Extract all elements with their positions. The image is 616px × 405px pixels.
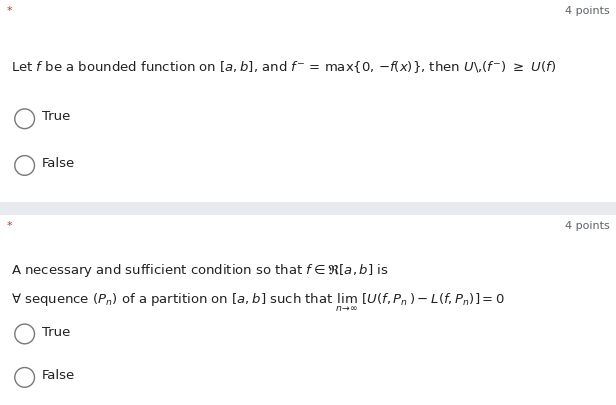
Text: A necessary and sufficient condition so that $f \in \mathfrak{R}[a, b]$ is: A necessary and sufficient condition so … (11, 261, 389, 278)
Text: True: True (42, 110, 70, 123)
Text: *: * (6, 221, 12, 231)
Text: False: False (42, 157, 75, 170)
Text: Let $f$ be a bounded function on $[a, b]$, and $f^{-}$ = max{0, $-f(x)$}, then $: Let $f$ be a bounded function on $[a, b]… (11, 59, 556, 75)
FancyBboxPatch shape (0, 202, 616, 215)
Text: $\forall$ sequence $(P_n)$ of a partition on $[a,b]$ such that $\lim_{n\to\infty: $\forall$ sequence $(P_n)$ of a partitio… (11, 292, 505, 313)
Text: 4 points: 4 points (565, 221, 610, 231)
Text: True: True (42, 325, 70, 338)
Text: *: * (6, 6, 12, 16)
Text: False: False (42, 368, 75, 381)
Text: 4 points: 4 points (565, 6, 610, 16)
